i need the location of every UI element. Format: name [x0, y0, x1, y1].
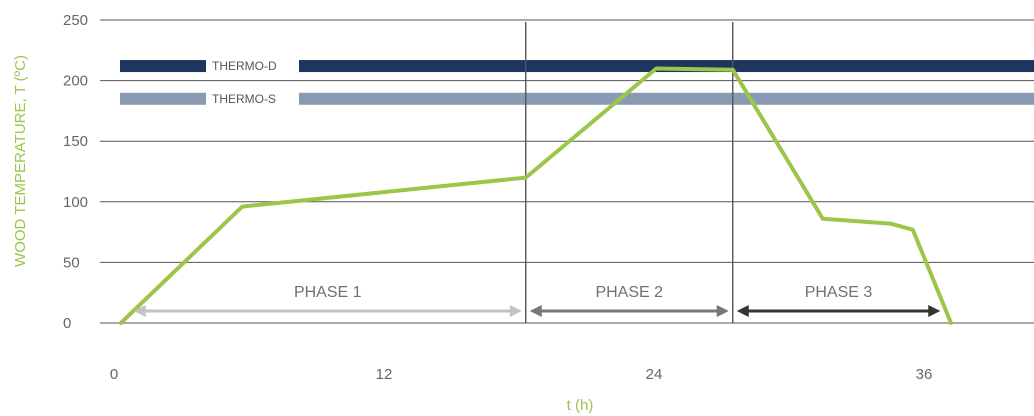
phase-3-label: PHASE 3 [805, 284, 873, 301]
temperature-line [118, 66, 953, 325]
y-tick-label: 100 [63, 194, 88, 211]
band-segment-right [299, 92, 1034, 105]
y-tick-label: 0 [63, 315, 71, 332]
temperature-series [118, 66, 953, 325]
y-tick-label: 200 [63, 73, 88, 90]
arrow-head-right [509, 305, 522, 317]
x-axis-title: t (h) [567, 397, 594, 414]
band-thermo-s: THERMO-S [120, 92, 1034, 106]
y-axis-title: WOOD TEMPERATURE, T (ºC) [12, 55, 29, 267]
arrow-head-right [716, 305, 729, 317]
y-tick-label: 150 [63, 133, 88, 150]
y-tick-label: 250 [63, 12, 88, 29]
arrow-head-left [529, 305, 542, 317]
x-tick-label: 24 [646, 366, 663, 383]
grid-lines [100, 19, 1034, 324]
phase-1-arrow: PHASE 1 [133, 284, 522, 317]
band-label: THERMO-D [212, 59, 277, 73]
band-segment-right [299, 60, 1034, 73]
arrow-head-left [133, 305, 146, 317]
phase-2-label: PHASE 2 [595, 284, 663, 301]
band-thermo-d: THERMO-D [120, 59, 1034, 73]
arrow-head-right [928, 305, 941, 317]
phase-2-arrow: PHASE 2 [529, 284, 729, 317]
phase-arrows: PHASE 1 PHASE 2 PHASE 3 [133, 284, 941, 317]
band-segment-left [120, 92, 206, 105]
x-tick-label: 36 [916, 366, 933, 383]
arrow-head-left [736, 305, 749, 317]
y-tick-label: 50 [63, 254, 80, 271]
x-tick-label: 12 [376, 366, 393, 383]
temperature-bands: THERMO-D THERMO-S [120, 59, 1034, 106]
phase-3-arrow: PHASE 3 [736, 284, 941, 317]
band-label: THERMO-S [212, 92, 276, 106]
tick-labels: 0 50 100 150 200 250 0 12 24 36 [63, 12, 932, 383]
band-segment-left [120, 60, 206, 73]
phase-1-label: PHASE 1 [294, 284, 362, 301]
x-tick-label: 0 [110, 366, 118, 383]
